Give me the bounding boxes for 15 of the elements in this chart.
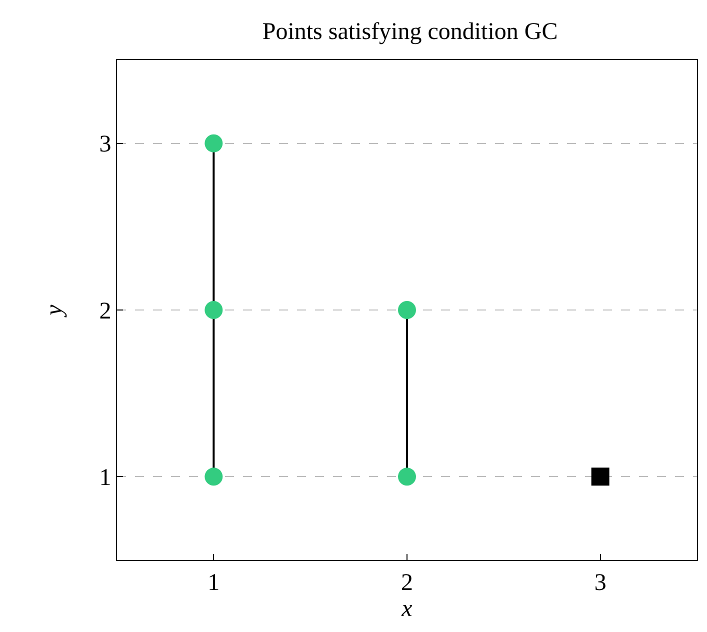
y-tick-label: 1 [99, 465, 112, 492]
point [204, 134, 223, 152]
y-tick-label: 3 [99, 132, 112, 158]
y-axis-title: y [41, 304, 68, 318]
x-axis-title: x [400, 596, 413, 622]
point [398, 468, 416, 486]
x-tick-label: 1 [208, 570, 220, 596]
x-tick-label: 3 [594, 570, 606, 596]
point [204, 468, 223, 486]
x-tick-label: 2 [401, 570, 413, 596]
point [398, 301, 416, 319]
y-tick-label: 2 [99, 298, 112, 324]
point [591, 468, 610, 486]
point [204, 301, 223, 319]
chart-title: Points satisfying condition GC [262, 18, 558, 45]
